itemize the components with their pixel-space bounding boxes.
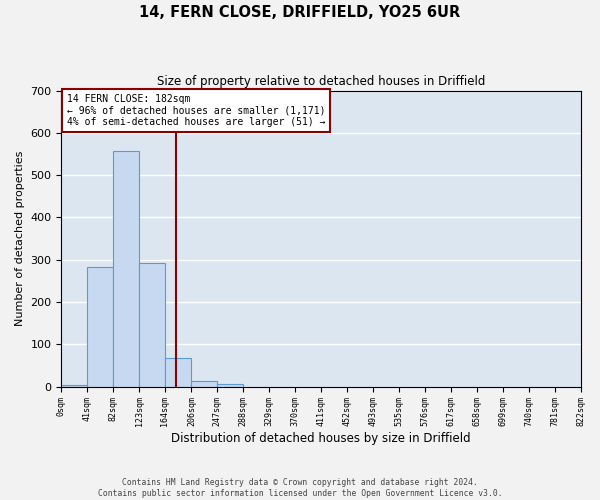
Title: Size of property relative to detached houses in Driffield: Size of property relative to detached ho… xyxy=(157,75,485,88)
Bar xyxy=(61,384,87,386)
Text: 14 FERN CLOSE: 182sqm
← 96% of detached houses are smaller (1,171)
4% of semi-de: 14 FERN CLOSE: 182sqm ← 96% of detached … xyxy=(67,94,325,126)
Bar xyxy=(217,384,243,386)
Bar xyxy=(139,263,165,386)
Bar xyxy=(87,268,113,386)
X-axis label: Distribution of detached houses by size in Driffield: Distribution of detached houses by size … xyxy=(171,432,471,445)
Bar xyxy=(191,381,217,386)
Text: 14, FERN CLOSE, DRIFFIELD, YO25 6UR: 14, FERN CLOSE, DRIFFIELD, YO25 6UR xyxy=(139,5,461,20)
Y-axis label: Number of detached properties: Number of detached properties xyxy=(15,151,25,326)
Text: Contains HM Land Registry data © Crown copyright and database right 2024.
Contai: Contains HM Land Registry data © Crown c… xyxy=(98,478,502,498)
Bar xyxy=(165,358,191,386)
Bar xyxy=(113,150,139,386)
